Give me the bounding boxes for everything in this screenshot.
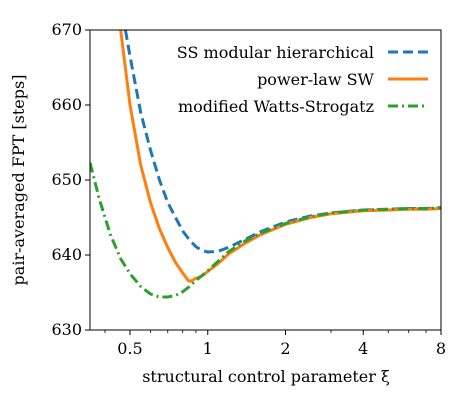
series-line-2 [119, 30, 441, 283]
legend-label-ss-modular: SS modular hierarchical [177, 43, 374, 62]
x-axis-label: structural control parameter ξ [142, 367, 390, 386]
y-tick-label: 640 [51, 245, 82, 264]
x-axis: 0.5 1 2 4 8 [104, 330, 446, 358]
legend: SS modular hierarchical power-law SW mod… [177, 43, 428, 116]
y-tick-label: 630 [51, 320, 82, 339]
y-tick-label: 660 [51, 95, 82, 114]
series-line-1 [123, 30, 441, 254]
x-tick-label: 4 [358, 339, 368, 358]
y-axis-label: pair-averaged FPT [steps] [9, 75, 28, 286]
x-tick-label: 2 [280, 339, 290, 358]
x-tick-label: 1 [203, 339, 213, 358]
series-layer [90, 30, 441, 299]
y-tick-label: 670 [51, 20, 82, 39]
series-line-3 [90, 162, 441, 299]
legend-label-power-law: power-law SW [257, 70, 374, 89]
y-tick-label: 650 [51, 170, 82, 189]
y-axis: 630 640 650 660 670 [51, 20, 90, 339]
x-tick-label: 0.5 [117, 339, 142, 358]
x-tick-label: 8 [436, 339, 446, 358]
legend-label-watts-strogatz: modified Watts-Strogatz [178, 97, 374, 116]
